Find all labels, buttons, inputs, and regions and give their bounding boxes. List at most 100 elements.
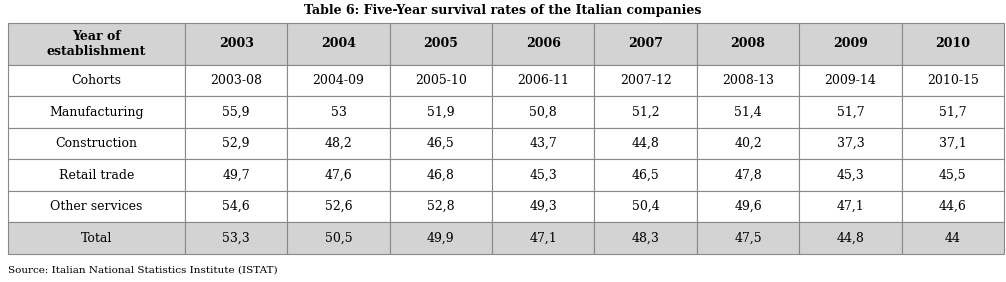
Bar	[389, 191, 492, 222]
Bar	[185, 65, 288, 96]
Text: 50,4: 50,4	[632, 200, 660, 213]
Bar	[799, 65, 901, 96]
Text: 2010: 2010	[936, 37, 971, 50]
Text: 44: 44	[945, 232, 961, 244]
Bar	[492, 96, 595, 128]
Bar	[595, 128, 697, 159]
Bar	[389, 222, 492, 254]
Text: 47,8: 47,8	[734, 169, 762, 182]
Bar	[697, 96, 799, 128]
Text: 2006-11: 2006-11	[517, 74, 569, 87]
Text: 47,6: 47,6	[325, 169, 352, 182]
Bar	[8, 96, 185, 128]
Bar	[492, 191, 595, 222]
Text: 2008: 2008	[730, 37, 766, 50]
Bar	[389, 159, 492, 191]
Bar	[799, 222, 901, 254]
Bar	[901, 65, 1004, 96]
Text: 44,8: 44,8	[836, 232, 864, 244]
Bar	[492, 23, 595, 65]
Bar	[8, 23, 185, 65]
Text: 43,7: 43,7	[529, 137, 557, 150]
Text: 47,1: 47,1	[837, 200, 864, 213]
Text: 2003: 2003	[218, 37, 254, 50]
Text: Year of
establishment: Year of establishment	[47, 30, 146, 58]
Bar	[799, 96, 901, 128]
Bar	[799, 191, 901, 222]
Text: 2005: 2005	[424, 37, 459, 50]
Bar	[595, 191, 697, 222]
Text: 2006: 2006	[526, 37, 560, 50]
Bar	[389, 128, 492, 159]
Text: Cohorts: Cohorts	[71, 74, 122, 87]
Text: 52,9: 52,9	[222, 137, 249, 150]
Bar	[288, 191, 389, 222]
Text: 51,7: 51,7	[939, 106, 967, 119]
Text: 2009-14: 2009-14	[825, 74, 876, 87]
Text: 44,6: 44,6	[939, 200, 967, 213]
Text: 2005-10: 2005-10	[415, 74, 467, 87]
Text: 49,7: 49,7	[222, 169, 249, 182]
Bar	[799, 159, 901, 191]
Bar	[185, 23, 288, 65]
Text: 2010-15: 2010-15	[927, 74, 979, 87]
Bar	[492, 222, 595, 254]
Text: 46,8: 46,8	[427, 169, 455, 182]
Bar	[288, 128, 389, 159]
Text: Total: Total	[80, 232, 113, 244]
Text: 55,9: 55,9	[222, 106, 249, 119]
Bar	[8, 159, 185, 191]
Text: 45,3: 45,3	[837, 169, 864, 182]
Text: 45,3: 45,3	[529, 169, 557, 182]
Text: 2003-08: 2003-08	[210, 74, 263, 87]
Text: 47,1: 47,1	[529, 232, 557, 244]
Bar	[697, 65, 799, 96]
Text: 2007: 2007	[628, 37, 663, 50]
Text: 49,9: 49,9	[428, 232, 455, 244]
Text: 37,1: 37,1	[939, 137, 967, 150]
Text: 44,8: 44,8	[632, 137, 660, 150]
Bar	[492, 65, 595, 96]
Text: Construction: Construction	[55, 137, 138, 150]
Text: 53,3: 53,3	[222, 232, 250, 244]
Bar	[185, 96, 288, 128]
Bar	[8, 65, 185, 96]
Bar	[799, 23, 901, 65]
Bar	[595, 96, 697, 128]
Text: 51,7: 51,7	[837, 106, 864, 119]
Text: 52,6: 52,6	[325, 200, 352, 213]
Text: Source: Italian National Statistics Institute (ISTAT): Source: Italian National Statistics Inst…	[8, 265, 278, 274]
Bar	[901, 23, 1004, 65]
Bar	[901, 96, 1004, 128]
Text: 47,5: 47,5	[734, 232, 762, 244]
Bar	[288, 65, 389, 96]
Text: Table 6: Five-Year survival rates of the Italian companies: Table 6: Five-Year survival rates of the…	[304, 4, 702, 17]
Text: 51,9: 51,9	[428, 106, 455, 119]
Text: 49,6: 49,6	[734, 200, 762, 213]
Bar	[288, 96, 389, 128]
Text: 2004: 2004	[321, 37, 356, 50]
Text: 2007-12: 2007-12	[620, 74, 672, 87]
Text: Other services: Other services	[50, 200, 143, 213]
Bar	[901, 222, 1004, 254]
Bar	[901, 191, 1004, 222]
Bar	[8, 191, 185, 222]
Text: 2004-09: 2004-09	[313, 74, 364, 87]
Bar	[697, 23, 799, 65]
Text: 46,5: 46,5	[632, 169, 660, 182]
Text: 2009: 2009	[833, 37, 868, 50]
Bar	[389, 23, 492, 65]
Text: 49,3: 49,3	[529, 200, 557, 213]
Text: Retail trade: Retail trade	[58, 169, 134, 182]
Text: 40,2: 40,2	[734, 137, 762, 150]
Bar	[288, 222, 389, 254]
Text: 51,4: 51,4	[734, 106, 762, 119]
Bar	[492, 128, 595, 159]
Text: 51,2: 51,2	[632, 106, 660, 119]
Bar	[595, 23, 697, 65]
Bar	[595, 222, 697, 254]
Bar	[288, 23, 389, 65]
Text: 50,8: 50,8	[529, 106, 557, 119]
Text: 2008-13: 2008-13	[722, 74, 774, 87]
Bar	[288, 159, 389, 191]
